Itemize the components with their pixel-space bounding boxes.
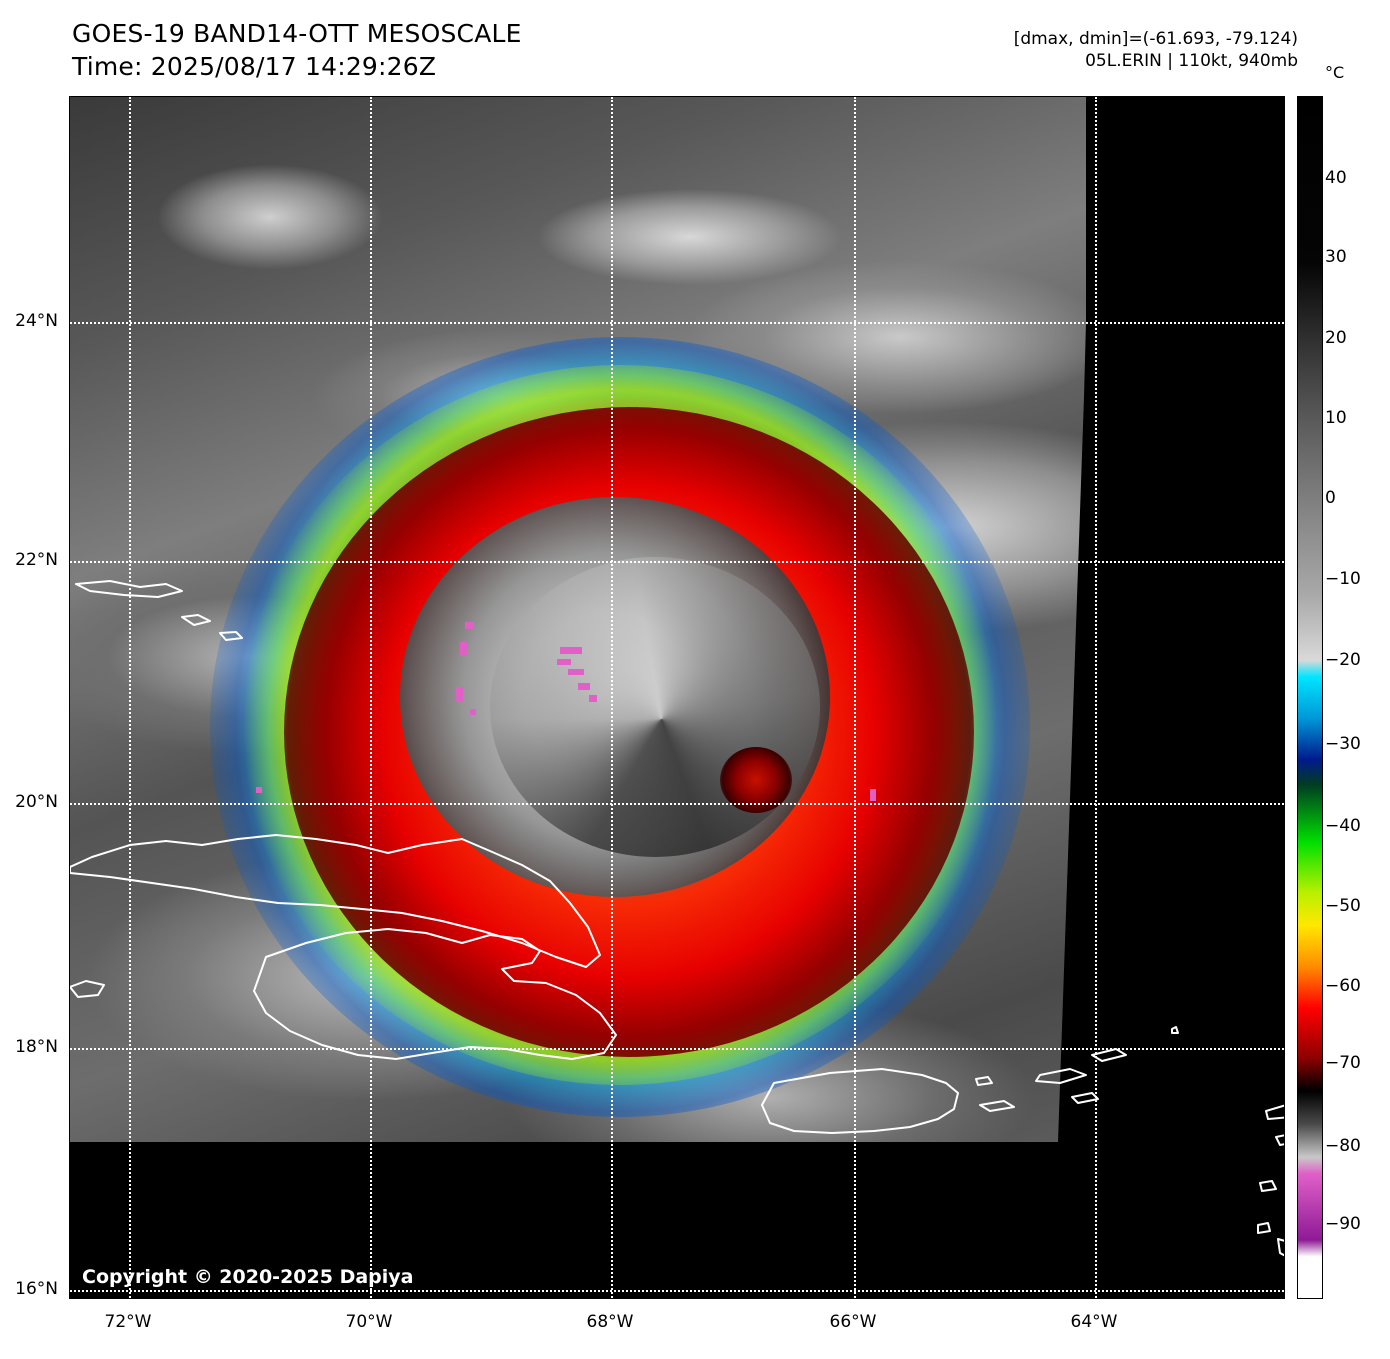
gridline-lat-18N	[70, 1048, 1284, 1050]
coastline-virgin-islands-3	[1071, 1092, 1099, 1104]
lon-tick-72W: 72°W	[104, 1312, 152, 1332]
timestamp: Time: 2025/08/17 14:29:26Z	[72, 51, 437, 81]
colorbar-tick--40: −40	[1325, 816, 1361, 836]
colorbar-tick--60: −60	[1325, 976, 1361, 996]
coastline-anguilla	[1265, 1104, 1284, 1120]
colorbar[interactable]	[1297, 96, 1323, 1299]
lat-tick-24N: 24°N	[15, 311, 58, 331]
overshooting-top-pixel	[589, 695, 597, 702]
lat-tick-16N: 16°N	[15, 1279, 58, 1299]
dmax-dmin-readout: [dmax, dmin]=(-61.693, -79.124)	[1013, 29, 1298, 49]
satellite-map[interactable]: Copyright © 2020-2025 Dapiya	[69, 96, 1285, 1299]
coastline-bahamas-3	[219, 631, 243, 641]
coastline-st-barts	[1259, 1180, 1277, 1192]
coastline-culebra	[975, 1076, 993, 1086]
lat-tick-22N: 22°N	[15, 550, 58, 570]
lat-tick-20N: 20°N	[15, 792, 58, 812]
colorbar-tick-20: 20	[1325, 328, 1347, 348]
coastline-jamaica	[70, 980, 105, 998]
gridline-lon-68W	[611, 97, 613, 1298]
overshooting-top-pixel	[456, 687, 463, 701]
coastline-virgin-islands	[1035, 1068, 1087, 1084]
no-data-region-bottom	[70, 1142, 1284, 1298]
coastline-bahamas-2	[181, 614, 211, 626]
colorbar-unit-label: °C	[1325, 63, 1345, 82]
colorbar-tick-0: 0	[1325, 488, 1336, 508]
colorbar-tick-10: 10	[1325, 408, 1347, 428]
lat-tick-18N: 18°N	[15, 1037, 58, 1057]
gridline-lat-20N	[70, 803, 1284, 805]
colorbar-tick--90: −90	[1325, 1214, 1361, 1234]
gridline-lat-22N	[70, 561, 1284, 563]
gridline-lon-66W	[854, 97, 856, 1298]
overshooting-top-pixel	[470, 709, 476, 715]
overshooting-top-pixel	[560, 647, 582, 654]
coastline-hispaniola	[253, 928, 617, 1060]
overshooting-top-pixel	[465, 622, 474, 629]
lon-tick-70W: 70°W	[345, 1312, 393, 1332]
storm-eye	[720, 747, 792, 813]
coastline-st-martin	[1275, 1134, 1284, 1146]
title-block: GOES-19 BAND14-OTT MESOSCALE Time: 2025/…	[72, 18, 522, 83]
lon-tick-64W: 64°W	[1070, 1312, 1118, 1332]
overshooting-top-pixel	[557, 659, 571, 665]
overshooting-top-pixel	[578, 683, 590, 690]
gridline-lon-72W	[129, 97, 131, 1298]
overshooting-top-pixel	[460, 642, 467, 656]
gridline-lon-70W	[370, 97, 372, 1298]
coastline-overlay	[70, 580, 1284, 1257]
colorbar-tick--70: −70	[1325, 1053, 1361, 1073]
copyright-notice: Copyright © 2020-2025 Dapiya	[82, 1266, 414, 1288]
coastline-saba	[1257, 1222, 1271, 1234]
metadata-block: [dmax, dmin]=(-61.693, -79.124) 05L.ERIN…	[1014, 28, 1298, 72]
gridline-lat-24N	[70, 322, 1284, 324]
coastline-st-kitts	[1277, 1238, 1284, 1257]
storm-info: 05L.ERIN | 110kt, 940mb	[1085, 51, 1298, 72]
coastline-virgin-islands-2	[1091, 1048, 1127, 1062]
coastline-cuba	[70, 834, 601, 968]
colorbar-tick-30: 30	[1325, 247, 1347, 267]
page-title: GOES-19 BAND14-OTT MESOSCALE	[72, 19, 522, 48]
lon-tick-68W: 68°W	[586, 1312, 634, 1332]
coastline-puerto-rico	[761, 1068, 959, 1134]
lon-tick-66W: 66°W	[829, 1312, 877, 1332]
gridline-lon-64W	[1095, 97, 1097, 1298]
colorbar-tick--30: −30	[1325, 734, 1361, 754]
colorbar-tick--80: −80	[1325, 1136, 1361, 1156]
gridline-lat-16N	[70, 1290, 1284, 1292]
colorbar-tick--20: −20	[1325, 650, 1361, 670]
colorbar-tick--10: −10	[1325, 569, 1361, 589]
colorbar-tick--50: −50	[1325, 896, 1361, 916]
overshooting-top-pixel	[256, 787, 262, 793]
colorbar-gradient	[1298, 97, 1322, 1298]
coastline-islet	[1171, 1026, 1179, 1034]
coastline-bahamas	[75, 580, 183, 598]
colorbar-tick-40: 40	[1325, 168, 1347, 188]
map-raster-clip: Copyright © 2020-2025 Dapiya	[70, 97, 1284, 1298]
coastline-vieques	[979, 1100, 1015, 1112]
overshooting-top-pixel	[870, 789, 876, 801]
overshooting-top-pixel	[568, 669, 584, 675]
